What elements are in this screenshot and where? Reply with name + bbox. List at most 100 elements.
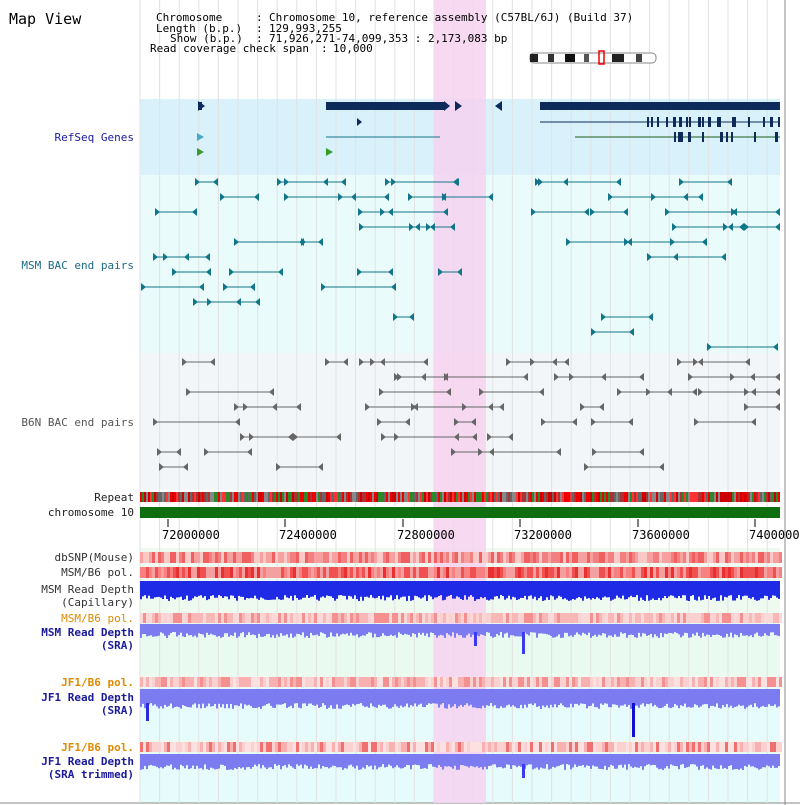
msm-capillary-depth-bar xyxy=(680,595,682,599)
jf1-trim-depth-bar xyxy=(426,764,428,769)
track-label-jf1-b6-pol-1[interactable]: JF1/B6 pol. xyxy=(61,676,134,689)
msm-capillary-depth-bar xyxy=(610,595,612,601)
msm-b6-pol-heat-cell xyxy=(230,613,233,623)
msm-sra-depth-bar xyxy=(146,632,148,637)
jf1-sra-depth-bar xyxy=(618,703,620,708)
jf1-b6-pol-heat-cell xyxy=(386,677,389,687)
msm-capillary-depth-bar xyxy=(694,595,696,600)
repeat-segment xyxy=(410,492,412,502)
jf1-trim-depth-bar xyxy=(336,764,338,768)
msm-b6-pol-heat-cell xyxy=(548,567,551,578)
repeat-segment xyxy=(560,492,562,502)
msm-bac-end-marker xyxy=(393,313,398,321)
jf1-sra-depth-bar xyxy=(530,703,532,704)
msm-b6-pol-heat-cell xyxy=(374,567,377,578)
b6n-bac-end-marker xyxy=(210,358,215,366)
track-label-msm-b6-pol-2[interactable]: MSM/B6 pol. xyxy=(61,612,134,625)
track-label-dbsnp[interactable]: dbSNP(Mouse) xyxy=(54,551,134,564)
b6n-bac-end-marker xyxy=(692,388,697,396)
msm-capillary-depth-bar xyxy=(444,595,446,600)
jf1-b6-pol-heat-cell xyxy=(389,742,392,752)
jf1-sra-depth-bar xyxy=(664,703,666,706)
repeat-segment xyxy=(216,492,218,502)
jf1-sra-depth-bar xyxy=(424,703,426,708)
jf1-b6-pol-heat-cell xyxy=(590,677,593,687)
track-label-chromosome[interactable]: chromosome 10 xyxy=(47,506,134,519)
jf1-sra-depth-bar xyxy=(744,703,746,709)
jf1-sra-depth-bar xyxy=(714,703,716,707)
jf1-trim-depth-bar xyxy=(510,764,512,769)
jf1-sra-depth-bar xyxy=(726,703,728,705)
jf1-b6-pol-heat-cell xyxy=(323,742,326,752)
jf1-b6-pol-heat-cell xyxy=(758,677,761,687)
jf1-b6-pol-heat-cell xyxy=(629,742,632,752)
track-label-msm-read-depth-sra[interactable]: MSM Read Depth xyxy=(41,626,134,639)
jf1-b6-pol-heat-cell xyxy=(257,677,260,687)
dbsnp-heat-cell xyxy=(155,552,158,563)
jf1-sra-depth-bar xyxy=(766,703,768,707)
jf1-b6-pol-heat-cell xyxy=(614,742,617,752)
msm-sra-depth-bar xyxy=(284,632,286,636)
msm-capillary-depth-bar xyxy=(714,595,716,598)
msm-sra-depth-bar xyxy=(282,632,284,636)
jf1-sra-depth-bar xyxy=(778,703,780,707)
jf1-b6-pol-heat-cell xyxy=(623,742,626,752)
track-label-jf1-read-depth-trim[interactable]: JF1 Read Depth xyxy=(41,755,134,768)
msm-b6-pol-heat-cell xyxy=(548,613,551,623)
repeat-segment xyxy=(592,492,594,502)
jf1-trim-depth-bar xyxy=(200,764,202,769)
msm-sra-depth-bar xyxy=(306,632,308,636)
jf1-b6-pol-heat-cell xyxy=(644,742,647,752)
jf1-sra-depth-bar xyxy=(720,703,722,709)
msm-sra-depth-bar xyxy=(502,632,504,638)
jf1-sra-depth-bar xyxy=(208,703,210,704)
b6n-bac-end-marker xyxy=(508,433,513,441)
repeat-segment xyxy=(590,492,592,502)
msm-b6-pol-heat-cell xyxy=(701,567,704,578)
track-label-repeat[interactable]: Repeat xyxy=(94,491,134,504)
jf1-sra-depth-bar xyxy=(548,703,550,708)
msm-bac-end-marker xyxy=(351,193,356,201)
dbsnp-heat-cell xyxy=(389,552,392,563)
repeat-segment xyxy=(724,492,726,502)
msm-capillary-depth-bar xyxy=(552,595,554,597)
jf1-trim-depth-bar xyxy=(742,764,744,770)
track-label-msm-read-depth-cap[interactable]: MSM Read Depth xyxy=(41,583,134,596)
jf1-trim-depth-bar xyxy=(602,764,604,770)
msm-capillary-depth-bar xyxy=(658,595,660,598)
msm-capillary-depth-bar xyxy=(322,595,324,597)
msm-sra-depth-bar xyxy=(590,632,592,638)
track-label-msm-bac[interactable]: MSM BAC end pairs xyxy=(21,259,134,272)
msm-capillary-depth-bar xyxy=(516,595,518,600)
dbsnp-heat-cell xyxy=(437,552,440,563)
jf1-trim-depth-bar xyxy=(484,764,486,767)
repeat-segment xyxy=(176,492,178,502)
jf1-sra-depth-bar xyxy=(732,703,734,708)
jf1-trim-depth-bar xyxy=(678,764,680,770)
track-label-msm-b6-pol-1[interactable]: MSM/B6 pol. xyxy=(61,566,134,579)
dbsnp-heat-cell xyxy=(677,552,680,563)
repeat-segment xyxy=(508,492,510,502)
msm-capillary-depth-bar xyxy=(416,595,418,597)
jf1-sra-depth-bar xyxy=(178,703,180,708)
track-label-jf1-b6-pol-2[interactable]: JF1/B6 pol. xyxy=(61,741,134,754)
repeat-segment xyxy=(666,492,668,502)
repeat-segment xyxy=(330,492,332,502)
jf1-b6-pol-heat-cell xyxy=(617,677,620,687)
jf1-trim-depth-bar xyxy=(550,764,552,769)
jf1-trim-depth-bar xyxy=(772,764,774,766)
b6n-bac-end-marker xyxy=(599,403,604,411)
gene-exon xyxy=(708,117,710,127)
msm-sra-depth-bar xyxy=(496,632,498,634)
msm-bac-end-marker xyxy=(391,178,396,186)
track-label-refseq[interactable]: RefSeq Genes xyxy=(54,131,134,144)
jf1-trim-depth-bar xyxy=(316,764,318,769)
track-label-b6n-bac[interactable]: B6N BAC end pairs xyxy=(21,416,134,429)
repeat-segment xyxy=(328,492,330,502)
track-label-jf1-read-depth-sra[interactable]: JF1 Read Depth xyxy=(41,691,134,704)
msm-capillary-depth-bar xyxy=(412,595,414,601)
msm-capillary-depth-bar xyxy=(474,595,476,601)
jf1-trim-depth-bar xyxy=(538,764,540,770)
b6n-bac-end-marker xyxy=(667,388,672,396)
